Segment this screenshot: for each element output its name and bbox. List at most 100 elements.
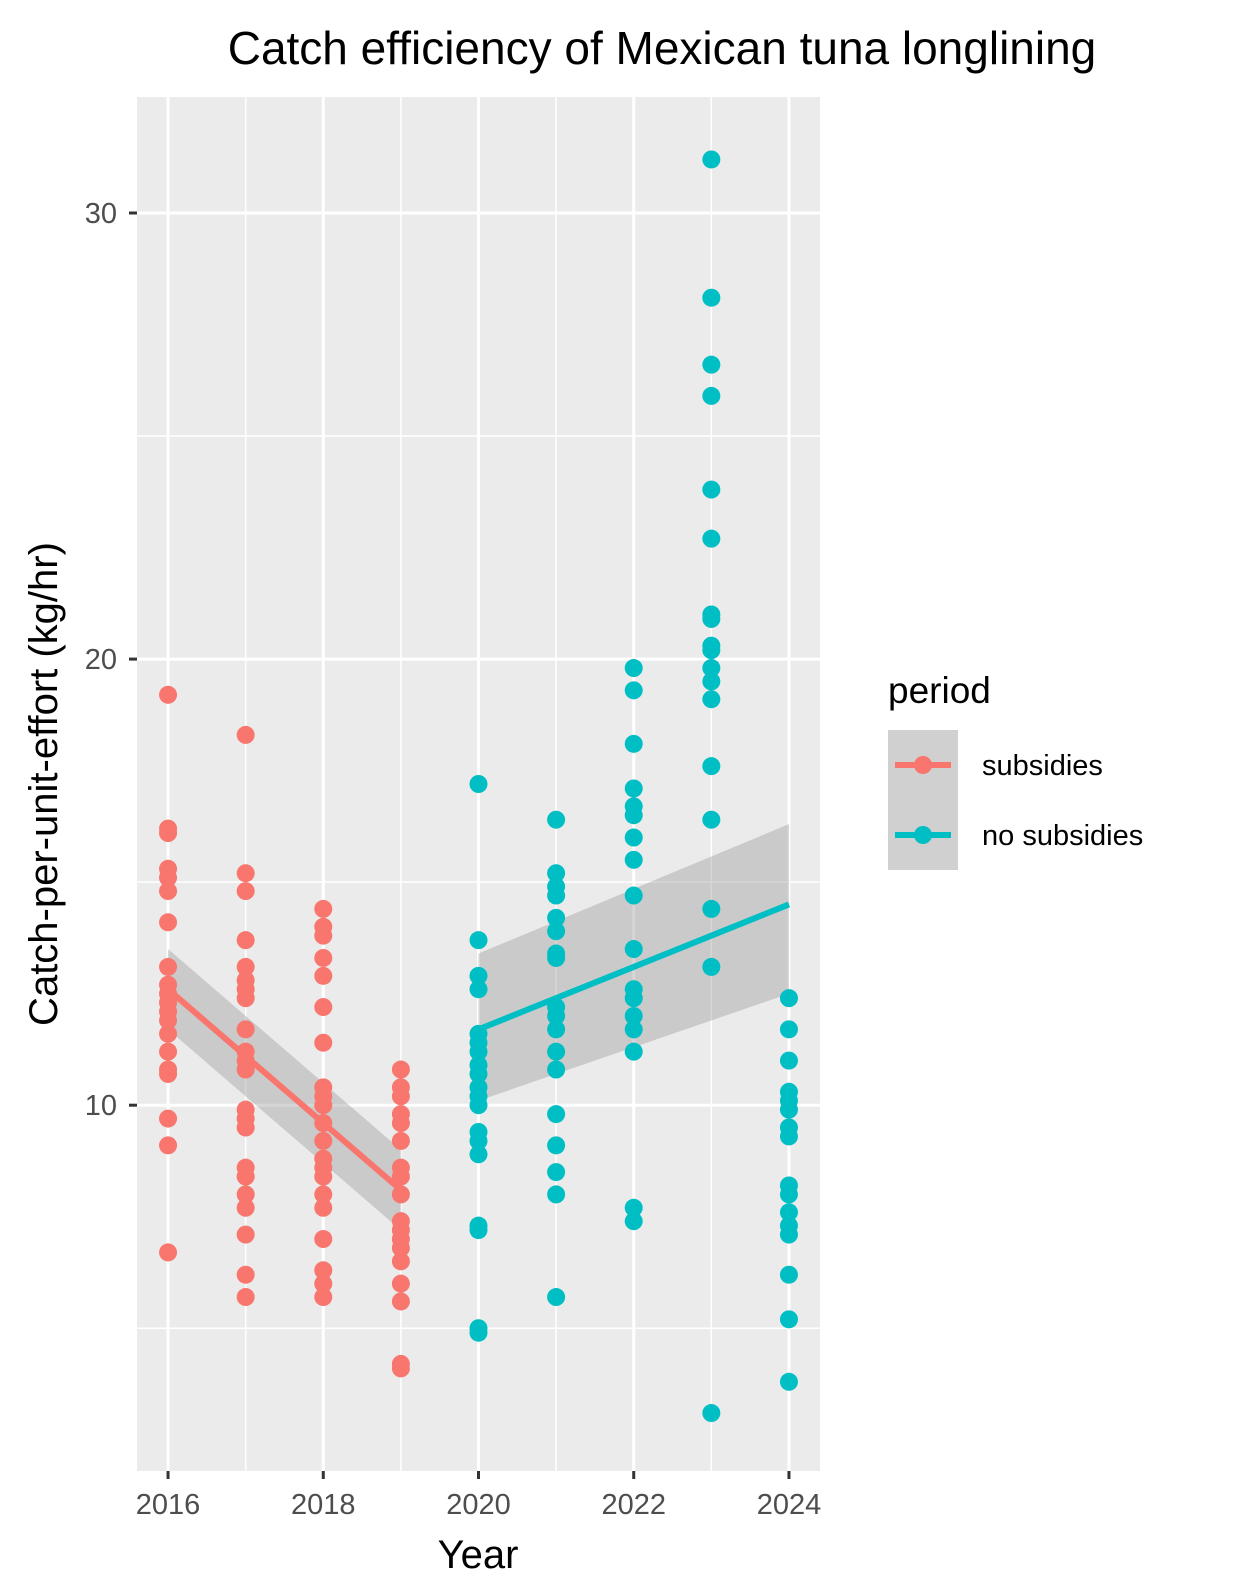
x-tick-label: 2018	[291, 1489, 356, 1521]
data-point	[469, 1131, 488, 1150]
data-point	[547, 908, 566, 927]
data-point	[469, 966, 488, 985]
data-point	[702, 659, 721, 678]
data-point	[702, 757, 721, 776]
data-point	[391, 1292, 410, 1311]
data-point	[702, 529, 721, 548]
data-point	[702, 288, 721, 307]
data-point	[624, 1042, 643, 1061]
data-point	[236, 957, 255, 976]
data-point	[236, 931, 255, 950]
data-point	[547, 1288, 566, 1307]
data-point	[159, 1136, 178, 1155]
data-point	[391, 1060, 410, 1079]
data-point	[159, 957, 178, 976]
data-point	[236, 1118, 255, 1137]
data-point	[236, 864, 255, 883]
data-point	[624, 1020, 643, 1039]
data-point	[314, 899, 333, 918]
x-tick-label: 2024	[757, 1489, 822, 1521]
data-point	[547, 948, 566, 967]
data-point	[547, 1136, 566, 1155]
data-point	[314, 998, 333, 1017]
data-point	[702, 672, 721, 691]
data-point	[702, 690, 721, 709]
data-point	[624, 681, 643, 700]
data-point	[314, 966, 333, 985]
data-point	[159, 1243, 178, 1262]
data-point	[314, 948, 333, 967]
data-point	[624, 940, 643, 959]
data-point	[624, 828, 643, 847]
data-point	[391, 1087, 410, 1106]
chart-title: Catch efficiency of Mexican tuna longlin…	[228, 22, 1097, 74]
data-point	[547, 1105, 566, 1124]
data-point	[624, 1006, 643, 1025]
data-point	[314, 1198, 333, 1217]
data-point	[547, 1042, 566, 1061]
legend-point-no-subsidies	[914, 826, 932, 844]
y-tick-label: 10	[85, 1090, 117, 1122]
data-point	[236, 1020, 255, 1039]
data-point	[779, 1310, 798, 1329]
axes: 2016 2018 2020 2022 2024 10 20 30	[85, 198, 821, 1521]
data-point	[624, 850, 643, 869]
data-point	[779, 1225, 798, 1244]
data-point	[547, 810, 566, 829]
data-point	[469, 1323, 488, 1342]
data-point	[159, 1042, 178, 1061]
x-tick-label: 2022	[601, 1489, 666, 1521]
data-point	[159, 1011, 178, 1030]
data-point	[779, 1127, 798, 1146]
data-point	[779, 1100, 798, 1119]
data-point	[469, 775, 488, 793]
data-point	[624, 1198, 643, 1217]
data-point	[236, 989, 255, 1008]
legend: period subsidies no subsidies	[888, 670, 1143, 870]
data-point	[236, 725, 255, 744]
data-point	[236, 1185, 255, 1204]
legend-point-subsidies	[914, 756, 932, 774]
y-axis-title: Catch-per-unit-effort (kg/hr)	[22, 542, 66, 1026]
data-point	[391, 1167, 410, 1186]
data-point	[391, 1359, 410, 1378]
data-point	[391, 1274, 410, 1293]
data-point	[702, 641, 721, 660]
data-point	[702, 386, 721, 405]
data-point	[159, 824, 178, 843]
data-point	[624, 659, 643, 678]
data-point	[779, 1372, 798, 1391]
data-point	[624, 779, 643, 798]
data-point	[702, 899, 721, 918]
data-point	[779, 1203, 798, 1222]
data-point	[236, 1060, 255, 1079]
data-point	[779, 1051, 798, 1070]
legend-label-no-subsidies: no subsidies	[982, 820, 1143, 852]
x-tick-label: 2020	[446, 1489, 511, 1521]
data-point	[702, 355, 721, 374]
data-point	[159, 1024, 178, 1043]
data-point	[624, 989, 643, 1008]
data-point	[391, 1238, 410, 1257]
data-point	[469, 980, 488, 999]
data-point	[547, 864, 566, 883]
data-point	[236, 1288, 255, 1307]
data-point	[469, 1221, 488, 1240]
data-point	[314, 1131, 333, 1150]
data-point	[469, 1042, 488, 1061]
legend-title: period	[888, 670, 991, 711]
data-point	[779, 1020, 798, 1039]
data-point	[547, 1006, 566, 1025]
data-point	[547, 1020, 566, 1039]
trend-lines	[166, 901, 791, 1193]
data-points	[159, 150, 798, 1423]
data-point	[547, 1060, 566, 1079]
data-point	[391, 1131, 410, 1150]
data-point	[547, 922, 566, 941]
data-point	[547, 886, 566, 905]
data-point	[314, 1288, 333, 1307]
data-point	[314, 1261, 333, 1280]
data-point	[702, 1404, 721, 1423]
y-tick-label: 30	[85, 198, 117, 230]
